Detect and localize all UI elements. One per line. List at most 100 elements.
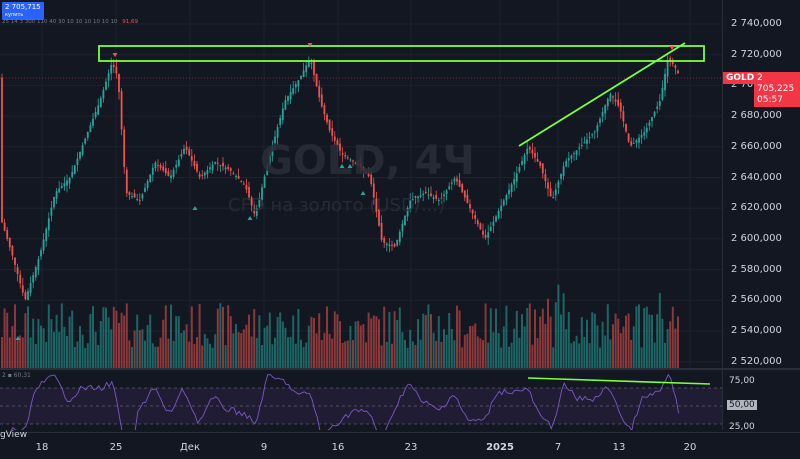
volume-bar xyxy=(222,306,224,368)
sell-signal-marker xyxy=(307,43,313,47)
candle-body xyxy=(666,59,669,77)
candle-body xyxy=(3,222,6,231)
candle-body xyxy=(669,57,672,61)
volume-bar xyxy=(131,347,133,368)
candle-body xyxy=(456,178,458,182)
volume-bar xyxy=(216,308,219,368)
candle-body xyxy=(445,190,448,194)
candle-body xyxy=(575,150,578,155)
candle-body xyxy=(378,208,380,226)
volume-bar xyxy=(253,309,256,368)
volume-bar xyxy=(424,315,427,368)
volume-bar xyxy=(313,318,315,368)
candle-body xyxy=(536,159,539,162)
candle-body xyxy=(159,164,162,168)
sell-signal-marker xyxy=(112,53,118,57)
volume-bar xyxy=(625,315,627,368)
volume-bar xyxy=(419,339,422,368)
candle-body xyxy=(284,100,287,110)
pane-separator[interactable] xyxy=(0,368,800,370)
candle-body xyxy=(349,159,352,161)
volume-bar xyxy=(393,311,396,368)
candle-body xyxy=(359,163,362,169)
candle-body xyxy=(370,174,373,184)
candle-body xyxy=(549,188,552,197)
volume-bar xyxy=(471,325,474,368)
candle-body xyxy=(133,193,136,198)
candle-body xyxy=(16,267,19,275)
rsi-chart[interactable] xyxy=(0,370,722,433)
candle-body xyxy=(47,218,50,231)
candle-body xyxy=(664,73,666,91)
volume-bar xyxy=(656,314,659,368)
volume-bar xyxy=(541,308,544,368)
buy-price-box[interactable]: 2 705,715 купить xyxy=(2,2,44,20)
volume-bar xyxy=(235,324,237,368)
volume-bar xyxy=(76,341,79,368)
rsi-axis[interactable]: 75,00 50,00 25,00 xyxy=(722,370,800,432)
rsi-tick: 50,00 xyxy=(727,400,757,410)
candle-body xyxy=(404,215,406,226)
candle-body xyxy=(40,250,42,257)
volume-bar xyxy=(190,306,193,368)
volume-bar xyxy=(497,333,500,368)
volume-bar xyxy=(437,316,440,368)
candlestick-chart[interactable] xyxy=(0,0,722,368)
volume-bar xyxy=(508,346,510,368)
volume-bar xyxy=(596,325,599,368)
candle-body xyxy=(120,91,123,130)
candle-body xyxy=(84,138,87,144)
candle-body xyxy=(279,117,282,125)
volume-bar xyxy=(159,337,162,368)
rsi-pane[interactable] xyxy=(0,370,722,433)
candle-body xyxy=(354,162,357,164)
candle-body xyxy=(656,106,659,109)
volume-bar xyxy=(388,311,391,368)
price-tick: 2 540,000 xyxy=(731,325,782,336)
candle-body xyxy=(185,146,188,151)
candle-body xyxy=(144,187,146,192)
candle-body xyxy=(45,228,48,241)
volume-bar xyxy=(456,305,458,368)
buy-signal-marker xyxy=(360,191,366,195)
volume-bar xyxy=(14,304,16,368)
volume-bar xyxy=(245,324,248,368)
candle-body xyxy=(19,274,22,284)
volume-bar xyxy=(71,310,74,368)
candle-body xyxy=(292,88,295,94)
candle-body xyxy=(362,167,365,171)
volume-bar xyxy=(380,345,383,368)
candle-body xyxy=(674,65,677,68)
price-tick: 2 720,000 xyxy=(731,48,782,60)
volume-bar xyxy=(666,328,669,368)
candle-body xyxy=(6,230,9,239)
volume-bar xyxy=(107,317,110,368)
candle-body xyxy=(375,198,378,212)
volume-bar xyxy=(531,344,534,368)
candle-body xyxy=(453,178,456,182)
volume-bar xyxy=(466,333,469,368)
candle-body xyxy=(274,136,276,144)
price-chart[interactable] xyxy=(0,0,722,368)
volume-bar xyxy=(411,341,414,368)
candle-body xyxy=(68,177,71,184)
candle-body xyxy=(601,112,604,117)
volume-bar xyxy=(151,343,154,368)
time-axis[interactable]: 18 25 Дек 9 16 23 2025 7 13 20 xyxy=(0,432,800,459)
candle-body xyxy=(435,195,438,199)
candle-body xyxy=(209,167,211,170)
volume-bar xyxy=(99,320,102,368)
volume-bar xyxy=(34,343,37,368)
candle-body xyxy=(183,148,185,154)
volume-bar xyxy=(203,334,206,368)
candle-body xyxy=(365,172,367,174)
buy-price-label: купить xyxy=(5,12,24,18)
volume-bar xyxy=(385,341,388,368)
volume-bar xyxy=(188,341,191,368)
volume-bar xyxy=(422,313,425,368)
volume-bar xyxy=(417,319,419,368)
volume-bar xyxy=(162,319,165,368)
volume-bar xyxy=(326,306,328,368)
candle-body xyxy=(248,187,250,198)
